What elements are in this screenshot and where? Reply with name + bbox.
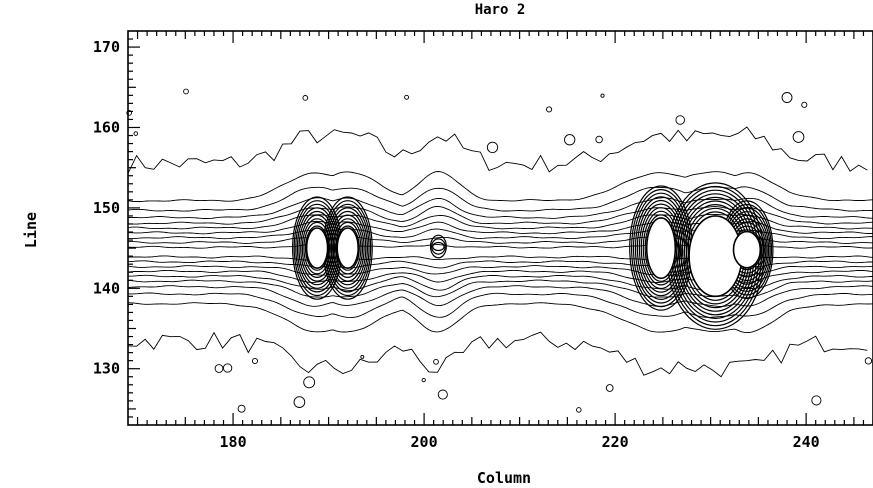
peak-contour — [642, 210, 680, 286]
peak-contour — [640, 207, 682, 290]
noise-contour — [675, 115, 685, 125]
peak-contour — [304, 225, 330, 271]
x-axis-label: Column — [477, 469, 531, 487]
peak-core — [305, 227, 329, 270]
noise-contour — [237, 404, 246, 413]
noise-contour — [576, 407, 582, 413]
noise-contour — [595, 135, 603, 144]
peak-contour — [330, 214, 365, 282]
peak-core — [336, 227, 360, 270]
noise-contour — [864, 357, 873, 365]
noise-contour — [302, 95, 309, 101]
noise-contour — [811, 395, 822, 406]
band-contour — [128, 274, 873, 291]
peak-contour — [298, 210, 336, 286]
peak-contour — [332, 218, 364, 279]
noise-contour — [564, 134, 576, 146]
y-tick-label: 160 — [93, 118, 120, 136]
x-tick-label: 220 — [602, 433, 629, 451]
chart-title: Haro 2 — [475, 2, 526, 18]
noise-contour — [433, 358, 439, 365]
peak-contour — [333, 221, 362, 275]
noise-contour — [251, 357, 259, 365]
noise-contour — [133, 131, 139, 136]
noise-contour — [126, 110, 133, 116]
band-contour — [127, 269, 873, 284]
noise-contour — [360, 354, 365, 359]
x-tick-label: 200 — [411, 433, 438, 451]
noise-contour — [792, 131, 805, 143]
noise-contour — [214, 364, 224, 373]
noise-contour — [605, 384, 614, 392]
noise-contour — [801, 101, 808, 108]
saturated-peaks — [305, 215, 762, 298]
x-tick-label: 240 — [793, 433, 820, 451]
noise-contour — [222, 363, 233, 373]
noise-contour — [437, 389, 448, 400]
axis-ticks: 180 200 220 240 130 140 150 160 170 — [93, 31, 873, 451]
band-contour — [127, 186, 873, 212]
y-axis-label: Line — [22, 212, 40, 248]
peak-contour — [329, 210, 367, 286]
y-tick-label: 150 — [93, 199, 120, 217]
peak-core — [732, 230, 762, 269]
band-contour — [127, 285, 873, 307]
y-tick-label: 170 — [93, 38, 120, 56]
noise-contour — [293, 396, 306, 408]
outer-contour — [127, 126, 868, 174]
noise-contour — [546, 106, 553, 113]
band-contour — [128, 197, 873, 219]
noise-contour — [404, 94, 410, 100]
noise-contour — [183, 88, 189, 95]
peak-contour — [638, 203, 684, 293]
peak-contour — [431, 238, 446, 255]
noise-contour — [600, 93, 605, 98]
band-contour — [127, 302, 873, 334]
peak-contour — [335, 225, 360, 271]
band-contour — [127, 171, 873, 202]
peak-contour — [429, 234, 447, 259]
peak-contour — [432, 241, 445, 252]
peak-core — [645, 217, 677, 280]
band-contour — [128, 292, 873, 319]
outer-contour — [127, 331, 868, 378]
y-tick-label: 130 — [93, 360, 120, 378]
band-contour — [127, 265, 873, 276]
noise-contour — [421, 377, 426, 383]
peak-contour — [632, 192, 690, 304]
band-contour — [128, 220, 873, 235]
y-tick-label: 140 — [93, 279, 120, 297]
x-tick-label: 180 — [220, 433, 247, 451]
peak-contour — [303, 221, 331, 275]
noise-contour — [486, 141, 499, 154]
noise-contour — [781, 92, 793, 103]
noise-contour — [303, 376, 316, 389]
